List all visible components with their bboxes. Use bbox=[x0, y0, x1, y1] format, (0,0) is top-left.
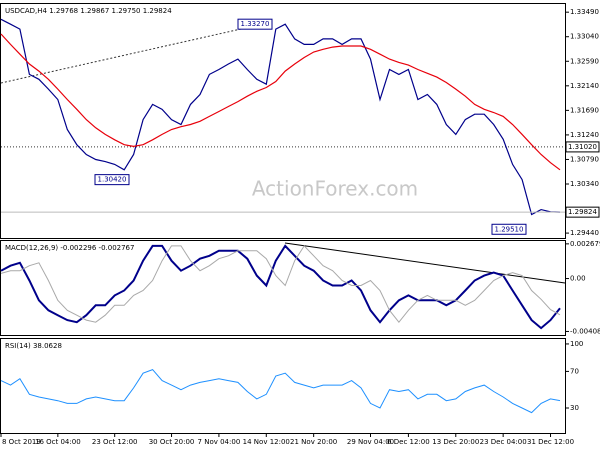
y-tick-label: 30 bbox=[570, 404, 579, 412]
series-line bbox=[0, 33, 561, 171]
macd-trend-line bbox=[284, 242, 566, 284]
x-tick-label: 16 Oct 04:00 bbox=[35, 438, 81, 446]
macd-panel bbox=[0, 240, 566, 336]
panel-title: USDCAD,H4 1.29768 1.29867 1.29750 1.2982… bbox=[5, 7, 172, 15]
watermark: ActionForex.com bbox=[252, 177, 418, 201]
y-tick-label: 100 bbox=[570, 340, 583, 348]
x-tick-label: 29 Nov 04:00 bbox=[347, 438, 394, 446]
y-tick-label: 1.32140 bbox=[570, 82, 599, 90]
price-label: 1.29824 bbox=[568, 208, 597, 216]
annotation-box bbox=[491, 223, 527, 235]
x-tick-label: 23 Oct 12:00 bbox=[92, 438, 138, 446]
price-label-box bbox=[565, 141, 600, 153]
series-line bbox=[0, 245, 561, 324]
panel-title: MACD(12,26,9) -0.002296 -0.002767 bbox=[5, 244, 134, 252]
price-label-box bbox=[565, 206, 600, 218]
series-line bbox=[0, 18, 561, 216]
x-tick-label: 8 Oct 2019 bbox=[2, 438, 41, 446]
series-line bbox=[0, 369, 561, 414]
price-label: 1.31020 bbox=[568, 143, 597, 151]
x-tick-label: 31 Dec 12:00 bbox=[527, 438, 574, 446]
x-tick-label: 13 Dec 20:00 bbox=[432, 438, 479, 446]
y-tick-label: 1.33040 bbox=[570, 33, 599, 41]
rsi-panel bbox=[0, 338, 566, 434]
x-tick-label: 7 Nov 04:00 bbox=[198, 438, 241, 446]
y-tick-label: 0.00 bbox=[570, 275, 586, 283]
x-tick-label: 14 Nov 12:00 bbox=[243, 438, 290, 446]
annotation-label: 1.33270 bbox=[241, 20, 270, 28]
x-tick-label: 21 Nov 20:00 bbox=[290, 438, 337, 446]
x-tick-label: 30 Oct 20:00 bbox=[149, 438, 195, 446]
price-panel bbox=[0, 3, 566, 239]
y-tick-label: 1.29440 bbox=[570, 229, 599, 237]
y-tick-label: 1.30790 bbox=[570, 155, 599, 163]
y-tick-label: 1.31690 bbox=[570, 106, 599, 114]
annotation-box bbox=[94, 174, 130, 186]
annotation-label: 1.29510 bbox=[495, 225, 524, 233]
series-line bbox=[0, 244, 561, 330]
annotation-label: 1.30420 bbox=[98, 176, 127, 184]
y-tick-label: 1.32590 bbox=[570, 57, 599, 65]
y-tick-label: 1.30340 bbox=[570, 180, 599, 188]
x-tick-label: 23 Dec 04:00 bbox=[480, 438, 527, 446]
y-tick-label: 1.33490 bbox=[570, 8, 599, 16]
y-tick-label: 0.002679 bbox=[570, 240, 600, 248]
x-tick-label: 6 Dec 12:00 bbox=[387, 438, 430, 446]
annotation-box bbox=[237, 18, 273, 30]
y-tick-label: 1.31240 bbox=[570, 131, 599, 139]
y-tick-label: 70 bbox=[570, 367, 579, 375]
panel-title: RSI(14) 38.0628 bbox=[5, 342, 62, 350]
y-tick-label: -0.004086 bbox=[570, 327, 600, 335]
